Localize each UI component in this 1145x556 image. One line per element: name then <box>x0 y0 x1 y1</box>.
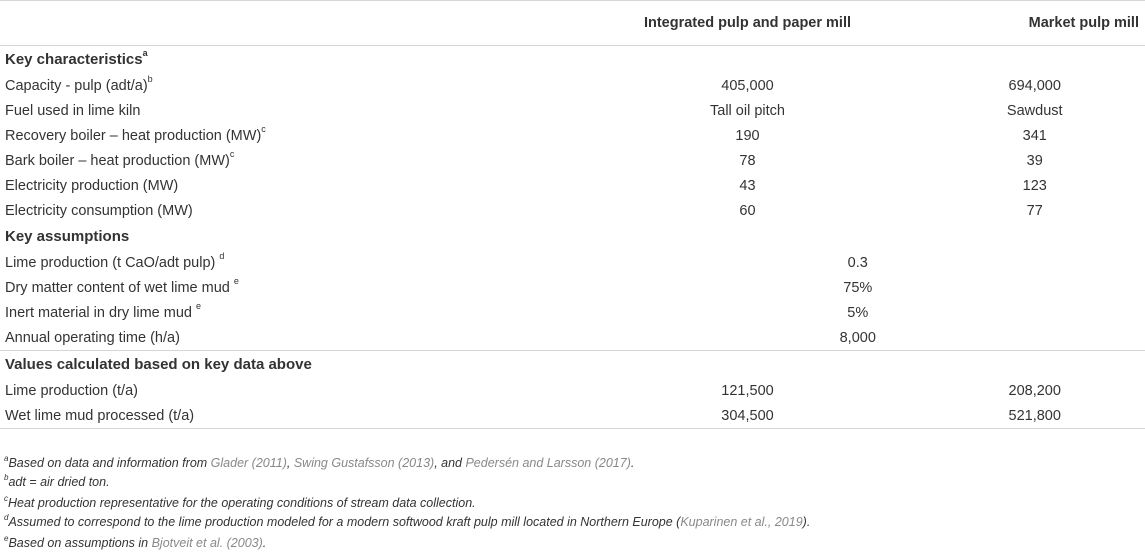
value-market: 77 <box>1026 202 1043 219</box>
row-label: Lime production (t/a) <box>5 382 138 399</box>
table-row: Inert material in dry lime mud e 5% <box>0 300 1145 325</box>
header-integrated-mill: Integrated pulp and paper mill <box>570 0 925 46</box>
citation-link[interactable]: Kuparinen et al., 2019 <box>680 515 803 529</box>
table-row: Dry matter content of wet lime mud e 75% <box>0 275 1145 300</box>
header-label-cell <box>0 0 571 46</box>
row-label: Electricity consumption (MW) <box>5 202 193 219</box>
footnote-a: aBased on data and information from Glad… <box>4 453 635 470</box>
table-row: Fuel used in lime kiln Tall oil pitch Sa… <box>0 98 1145 123</box>
value-market: 341 <box>1022 127 1047 144</box>
row-label: Electricity production (MW) <box>5 177 179 194</box>
table-row: Annual operating time (h/a) 8,000 <box>0 325 1145 351</box>
value-integrated: 78 <box>739 152 756 169</box>
value-shared: 8,000 <box>839 329 876 346</box>
row-label: Bark boiler – heat production (MW)c <box>5 148 235 169</box>
value-shared: 75% <box>843 279 873 296</box>
table-row: Wet lime mud processed (t/a) 304,500 521… <box>0 403 1145 429</box>
value-integrated: 121,500 <box>721 382 774 399</box>
table-row: Lime production (t/a) 121,500 208,200 <box>0 378 1145 403</box>
footnote-d: dAssumed to correspond to the lime produ… <box>4 512 811 529</box>
value-integrated: 60 <box>739 202 756 219</box>
data-table: Integrated pulp and paper mill Market pu… <box>0 0 1145 429</box>
table-row: Electricity production (MW) 43 123 <box>0 173 1145 198</box>
value-market: 123 <box>1022 177 1047 194</box>
row-label: Wet lime mud processed (t/a) <box>0 403 571 429</box>
value-shared: 5% <box>847 304 869 321</box>
section-title: Key assumptions <box>5 228 130 245</box>
row-label: Recovery boiler – heat production (MW)c <box>5 123 266 144</box>
section-row: Key characteristicsa <box>0 46 1145 74</box>
table-row: Recovery boiler – heat production (MW)c … <box>0 123 1145 148</box>
value-integrated: Tall oil pitch <box>710 102 785 119</box>
row-label: Fuel used in lime kiln <box>5 102 141 119</box>
citation-link[interactable]: Bjotveit et al. (2003) <box>151 536 263 550</box>
value-integrated: 304,500 <box>570 403 925 429</box>
section-title: Key characteristicsa <box>5 48 148 69</box>
table-row: Bark boiler – heat production (MW)c 78 3… <box>0 148 1145 173</box>
value-market: Sawdust <box>1006 102 1063 119</box>
footnote-c: cHeat production representative for the … <box>4 493 476 510</box>
value-shared: 0.3 <box>847 254 868 271</box>
citation-link[interactable]: Glader (2011) <box>210 456 287 470</box>
row-label: Annual operating time (h/a) <box>5 329 180 346</box>
section-row: Key assumptions <box>0 223 1145 250</box>
section-title: Values calculated based on key data abov… <box>0 350 1145 378</box>
value-integrated: 190 <box>735 127 760 144</box>
row-label: Lime production (t CaO/adt pulp) d <box>5 250 225 271</box>
citation-link[interactable]: Swing Gustafsson (2013) <box>293 456 435 470</box>
row-label: Capacity - pulp (adt/a)b <box>5 73 153 94</box>
value-market: 39 <box>1026 152 1043 169</box>
value-integrated: 405,000 <box>721 77 774 94</box>
header-row: Integrated pulp and paper mill Market pu… <box>0 0 1145 46</box>
citation-link[interactable]: Pedersén and Larsson (2017) <box>465 456 631 470</box>
table-row: Capacity - pulp (adt/a)b 405,000 694,000 <box>0 73 1145 98</box>
value-integrated: 43 <box>739 177 756 194</box>
table-row: Lime production (t CaO/adt pulp) d 0.3 <box>0 250 1145 275</box>
footnote-e: eBased on assumptions in Bjotveit et al.… <box>4 533 267 550</box>
section-row: Values calculated based on key data abov… <box>0 350 1145 378</box>
footnote-b: badt = air dried ton. <box>4 472 110 489</box>
row-label: Dry matter content of wet lime mud e <box>5 275 239 296</box>
value-market: 694,000 <box>1008 77 1061 94</box>
table-row: Electricity consumption (MW) 60 77 <box>0 198 1145 223</box>
value-market: 521,800 <box>924 403 1145 429</box>
row-label: Inert material in dry lime mud e <box>5 300 201 321</box>
header-market-mill: Market pulp mill <box>924 0 1145 46</box>
value-market: 208,200 <box>1008 382 1061 399</box>
